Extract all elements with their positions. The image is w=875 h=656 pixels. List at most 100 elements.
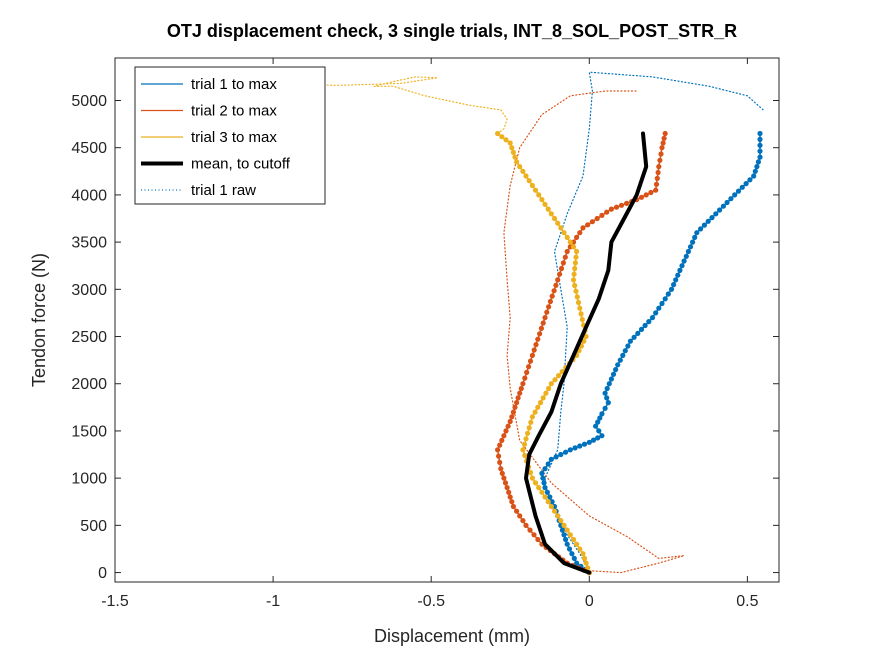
data-point-trial-3-to-max [570,277,577,283]
data-point-trial-1-to-max [567,447,573,453]
data-point-trial-2-to-max [656,164,662,170]
data-point-trial-1-to-max [692,234,698,240]
data-point-trial-2-to-max [512,404,518,410]
data-point-trial-2-to-max [618,202,625,208]
data-point-trial-3-to-max [539,489,545,495]
data-point-trial-3-to-max [526,425,532,431]
data-point-trial-2-to-max [660,140,666,146]
data-point-trial-1-to-max [604,385,610,392]
axes-layer [114,57,780,583]
legend-label-trial-1-raw: trial 1 raw [191,182,256,199]
legend-label-mean-to-cutoff: mean, to cutoff [191,156,291,173]
data-point-trial-1-to-max [577,443,583,449]
data-point-trial-1-to-max [683,253,689,259]
data-point-trial-3-to-max [585,565,591,571]
chart-title: OTJ displacement check, 3 single trials,… [167,21,737,41]
data-point-trial-3-to-max [521,441,528,447]
data-point-trial-1-to-max [542,466,548,472]
data-point-trial-2-to-max [509,499,515,505]
data-point-trial-1-to-max [732,192,738,198]
x-axis-label: Displacement (mm) [374,626,530,646]
data-point-trial-3-to-max [574,248,580,255]
data-point-trial-1-to-max [743,181,749,187]
data-point-trial-3-to-max [580,551,586,557]
data-point-trial-3-to-max [523,173,529,179]
legend-label-trial-3-to-max: trial 3 to max [191,129,277,146]
data-point-trial-1-to-max [563,536,569,543]
data-point-trial-3-to-max [529,182,536,189]
series-line-unlabeled-6 [177,76,508,135]
data-point-trial-1-to-max [593,423,599,429]
data-point-trial-2-to-max [624,200,630,206]
data-point-trial-3-to-max [523,436,529,442]
data-point-trial-3-to-max [577,546,583,552]
data-point-trial-2-to-max [574,234,580,240]
data-point-trial-2-to-max [502,480,509,486]
data-point-trial-3-to-max [579,316,585,323]
data-point-trial-3-to-max [536,485,542,491]
data-point-trial-1-to-max [728,196,734,202]
data-point-trial-1-to-max [542,485,548,491]
data-point-trial-3-to-max [532,480,539,486]
data-point-trial-2-to-max [520,518,526,524]
data-point-trial-2-to-max [514,508,520,514]
data-point-trial-3-to-max [539,197,545,203]
data-point-trial-3-to-max [495,130,501,137]
data-point-trial-3-to-max [583,560,589,566]
data-point-trial-2-to-max [546,304,552,310]
data-point-trial-2-to-max [608,206,615,212]
data-point-trial-2-to-max [555,277,561,283]
data-point-trial-1-to-max [581,441,588,447]
data-point-trial-1-to-max [757,136,763,142]
data-point-trial-1-to-max [675,272,681,278]
data-point-trial-1-to-max [558,451,564,458]
data-point-trial-1-to-max [638,326,645,332]
data-point-trial-2-to-max [518,385,524,392]
data-point-trial-1-to-max [687,244,694,250]
x-tick-label: -1 [266,593,280,610]
data-point-trial-2-to-max [527,358,534,364]
data-point-trial-2-to-max [505,423,511,429]
data-point-trial-2-to-max [529,352,536,358]
y-tick-label: 3000 [71,282,107,299]
data-point-trial-3-to-max [532,409,538,415]
data-point-trial-1-to-max [631,334,637,340]
data-point-trial-2-to-max [501,433,507,439]
data-point-trial-3-to-max [543,390,549,396]
data-point-trial-2-to-max [589,219,596,225]
data-point-trial-3-to-max [561,522,567,529]
data-point-trial-3-to-max [577,305,583,311]
data-point-trial-3-to-max [527,469,534,476]
data-point-trial-1-to-max [757,130,763,137]
data-point-trial-2-to-max [564,248,570,255]
data-point-trial-3-to-max [499,134,505,140]
data-point-trial-3-to-max [540,395,546,401]
data-point-trial-1-to-max [659,300,665,307]
data-point-trial-2-to-max [503,428,509,434]
data-point-trial-2-to-max [531,532,537,538]
data-point-trial-2-to-max [520,381,526,387]
data-point-trial-2-to-max [531,347,537,353]
data-point-trial-1-to-max [606,381,612,387]
y-tick-label: 4000 [71,187,107,204]
data-point-trial-2-to-max [535,536,541,543]
data-point-trial-1-to-max [754,164,760,170]
data-point-trial-2-to-max [594,215,600,222]
data-point-trial-1-to-max [571,555,577,562]
data-point-trial-1-to-max [653,310,659,316]
data-point-trial-3-to-max [561,230,567,236]
data-point-trial-1-to-max [569,551,575,557]
data-point-trial-2-to-max [655,169,661,176]
y-tick-label: 2000 [71,376,107,393]
data-point-trial-2-to-max [657,157,663,163]
data-point-trial-1-to-max [735,188,742,194]
data-point-trial-3-to-max [552,377,558,383]
data-point-trial-2-to-max [659,145,665,151]
data-point-trial-2-to-max [506,489,512,495]
data-point-trial-3-to-max [509,145,515,151]
data-point-trial-2-to-max [497,459,503,465]
data-point-trial-2-to-max [507,418,513,425]
data-point-trial-3-to-max [542,494,548,500]
data-point-trial-1-to-max [656,305,662,311]
data-point-trial-1-to-max [561,532,567,538]
